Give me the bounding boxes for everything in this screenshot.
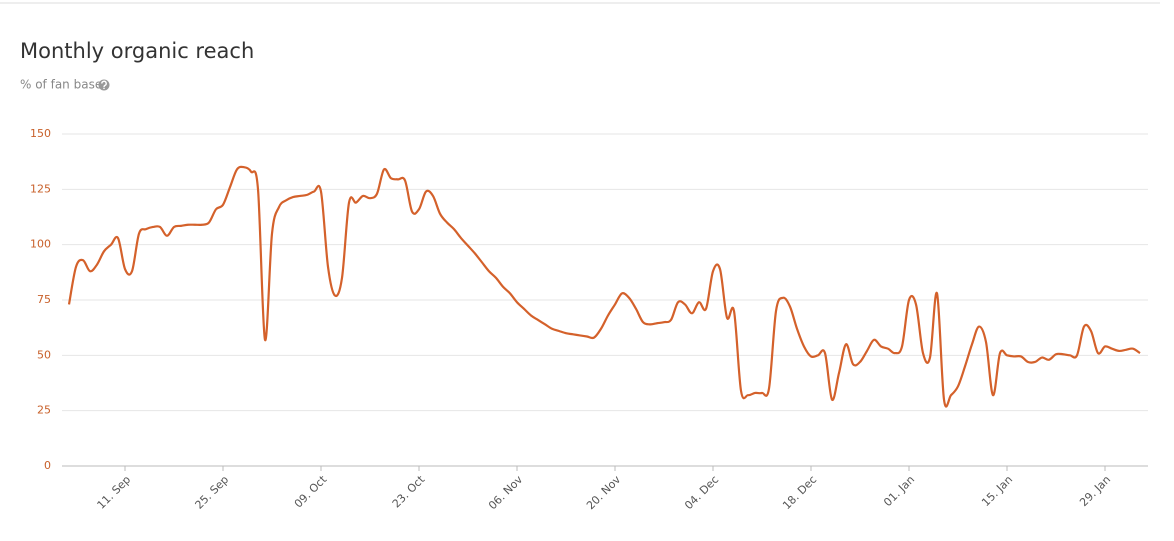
y-tick-label: 150 [30,127,51,140]
y-tick-label: 75 [37,293,51,306]
x-tick-label: 20. Nov [584,473,624,513]
help-glyph[interactable] [101,80,107,88]
help-icon[interactable] [98,79,110,91]
help-dot[interactable] [103,87,105,90]
x-tick-label: 25. Sep [193,473,232,512]
y-tick-label: 25 [37,404,51,417]
x-tick-label: 01. Jan [881,473,917,509]
x-tick-label: 04. Dec [682,473,721,512]
chart-subtitle: % of fan base [20,78,102,92]
x-tick-label: 09. Oct [292,473,330,511]
y-tick-label: 0 [44,459,51,472]
y-tick-label: 100 [30,238,51,251]
chart-title: Monthly organic reach [20,39,254,63]
x-tick-label: 29. Jan [1077,473,1113,509]
series-line [67,165,1141,408]
y-tick-label: 125 [30,182,51,195]
x-tick-label: 15. Jan [979,473,1015,509]
x-tick-label: 18. Dec [780,473,819,512]
help-circle[interactable] [98,79,110,91]
x-tick-label: 23. Oct [390,473,428,511]
y-tick-label: 50 [37,348,51,361]
x-tick-label: 06. Nov [486,473,526,513]
x-tick-label: 11. Sep [95,473,134,512]
